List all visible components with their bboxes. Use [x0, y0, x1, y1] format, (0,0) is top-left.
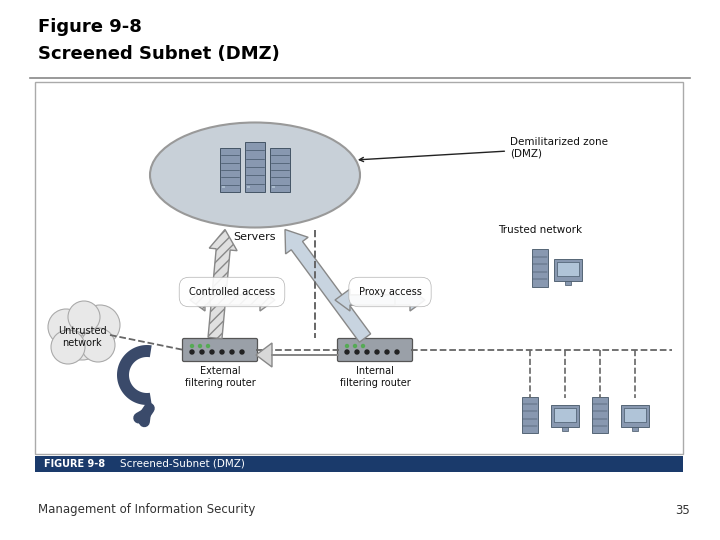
Bar	[35, 82, 683, 454]
Bar	[272, 186, 275, 188]
Bar	[554, 408, 576, 422]
Circle shape	[385, 350, 389, 354]
Circle shape	[346, 345, 348, 348]
FancyBboxPatch shape	[338, 339, 413, 361]
Polygon shape	[285, 230, 371, 342]
Circle shape	[355, 350, 359, 354]
Bar	[270, 148, 290, 192]
Text: Screened Subnet (DMZ): Screened Subnet (DMZ)	[38, 45, 280, 63]
Text: FIGURE 9-8: FIGURE 9-8	[44, 459, 105, 469]
Circle shape	[365, 350, 369, 354]
Circle shape	[81, 328, 115, 362]
Text: Trusted network: Trusted network	[498, 225, 582, 235]
Text: External
filtering router: External filtering router	[184, 366, 256, 388]
Polygon shape	[335, 289, 395, 311]
Bar	[624, 408, 646, 422]
Bar	[220, 148, 240, 192]
Bar	[621, 405, 649, 427]
Circle shape	[395, 350, 399, 354]
Circle shape	[48, 309, 84, 345]
Circle shape	[57, 310, 107, 360]
Polygon shape	[256, 343, 339, 367]
Circle shape	[220, 350, 224, 354]
Polygon shape	[190, 289, 250, 311]
Text: Figure 9-8: Figure 9-8	[38, 18, 142, 36]
FancyBboxPatch shape	[182, 339, 258, 361]
Bar	[35, 456, 683, 472]
Bar	[557, 262, 579, 276]
Circle shape	[199, 345, 202, 348]
Bar	[522, 397, 538, 433]
Bar	[632, 427, 638, 431]
Bar	[551, 405, 579, 427]
Bar	[245, 142, 265, 192]
Circle shape	[207, 345, 210, 348]
Bar	[222, 186, 225, 188]
Ellipse shape	[150, 123, 360, 227]
Circle shape	[68, 301, 100, 333]
Polygon shape	[208, 230, 237, 339]
Text: 35: 35	[675, 503, 690, 516]
Text: Internal
filtering router: Internal filtering router	[340, 366, 410, 388]
Circle shape	[375, 350, 379, 354]
Circle shape	[345, 350, 349, 354]
Bar	[532, 249, 548, 287]
Circle shape	[361, 345, 364, 348]
Text: Controlled access: Controlled access	[189, 287, 275, 297]
Circle shape	[51, 330, 85, 364]
Bar	[554, 259, 582, 281]
Text: Demilitarized zone
(DMZ): Demilitarized zone (DMZ)	[359, 137, 608, 161]
Bar	[562, 427, 568, 431]
Circle shape	[191, 345, 194, 348]
Text: Servers: Servers	[234, 232, 276, 241]
Text: Screened-Subnet (DMZ): Screened-Subnet (DMZ)	[120, 459, 245, 469]
Circle shape	[190, 350, 194, 354]
Bar	[592, 397, 608, 433]
Bar	[247, 186, 250, 188]
Circle shape	[354, 345, 356, 348]
Circle shape	[210, 350, 214, 354]
Text: Management of Information Security: Management of Information Security	[38, 503, 256, 516]
Polygon shape	[345, 289, 425, 311]
Polygon shape	[117, 345, 152, 405]
Circle shape	[200, 350, 204, 354]
Circle shape	[80, 305, 120, 345]
Circle shape	[240, 350, 244, 354]
Text: Untrusted
network: Untrusted network	[58, 326, 107, 348]
Text: Proxy access: Proxy access	[359, 287, 421, 297]
Bar	[565, 281, 571, 285]
Polygon shape	[210, 289, 275, 311]
Circle shape	[230, 350, 234, 354]
